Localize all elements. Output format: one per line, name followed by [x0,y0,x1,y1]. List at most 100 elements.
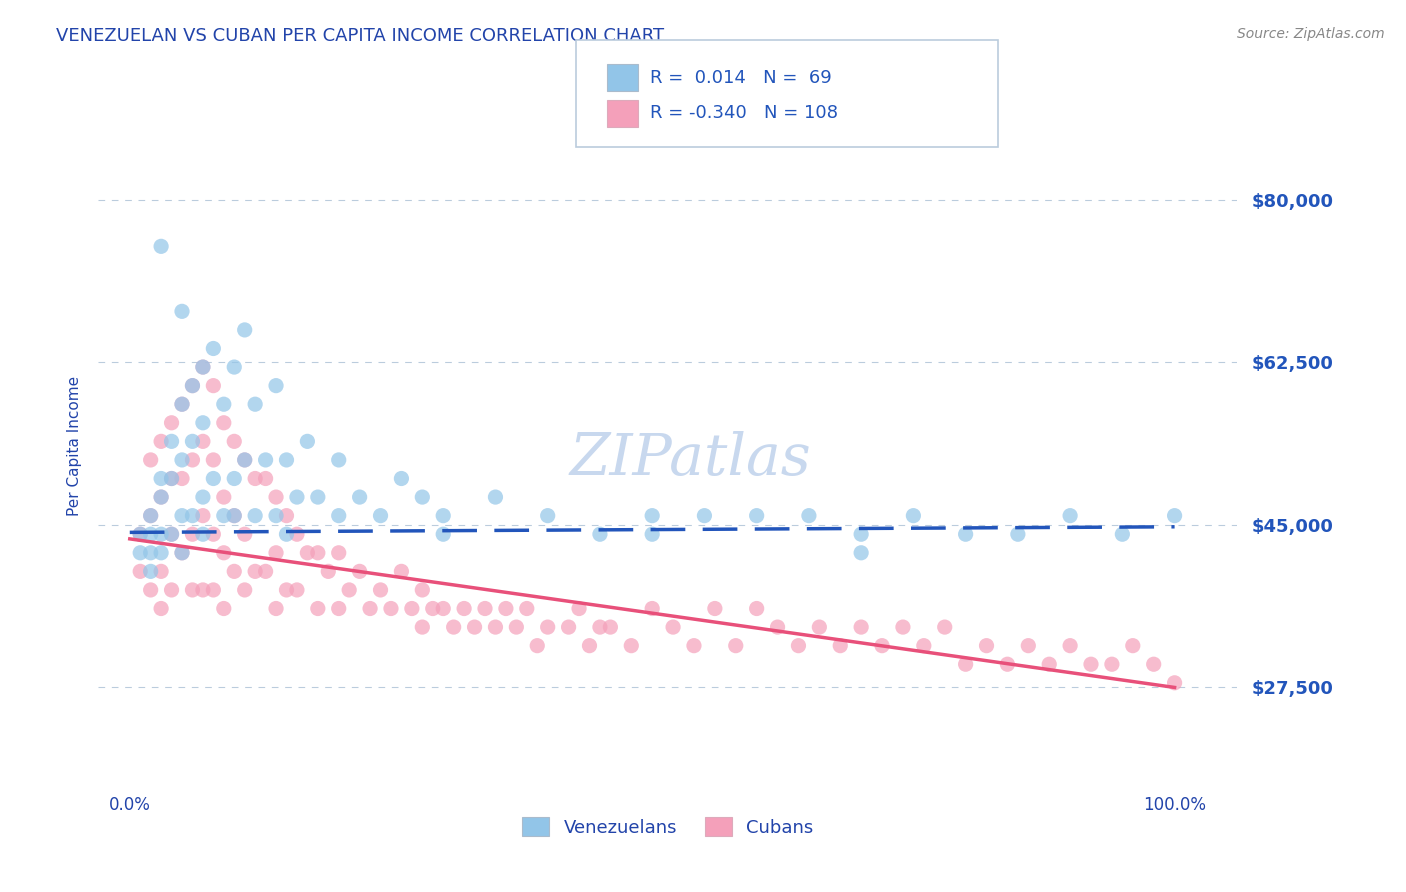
Point [181,527,204,541]
Point [243,471,266,485]
Point [150,471,173,485]
Point [170,546,193,560]
Point [212,397,235,411]
Point [170,546,193,560]
Point [401,601,423,615]
Point [484,490,506,504]
Point [191,360,214,375]
Point [797,508,820,523]
Point [1059,639,1081,653]
Point [328,508,350,523]
Point [453,601,475,615]
Point [202,453,225,467]
Point [150,601,173,615]
Point [160,527,183,541]
Point [285,490,308,504]
Point [349,490,371,504]
Point [139,546,162,560]
Point [224,508,246,523]
Point [683,639,706,653]
Point [233,527,256,541]
Point [766,620,789,634]
Point [662,620,685,634]
Point [139,508,162,523]
Point [328,601,350,615]
Point [181,508,204,523]
Point [537,620,560,634]
Point [370,508,392,523]
Point [254,471,277,485]
Point [370,582,392,597]
Point [297,546,319,560]
Point [129,546,152,560]
Point [243,397,266,411]
Point [150,490,173,504]
Point [432,527,454,541]
Point [391,471,413,485]
Point [212,416,235,430]
Point [443,620,465,634]
Point [150,490,173,504]
Point [411,620,433,634]
Point [254,453,277,467]
Point [474,601,496,615]
Point [934,620,956,634]
Point [391,565,413,579]
Point [1101,657,1123,672]
Point [170,508,193,523]
Point [432,508,454,523]
Point [599,620,621,634]
Point [1017,639,1039,653]
Point [191,582,214,597]
Point [411,490,433,504]
Point [212,601,235,615]
Point [139,453,162,467]
Point [484,620,506,634]
Point [955,527,977,541]
Point [264,378,287,392]
Point [328,546,350,560]
Point [307,601,329,615]
Point [129,527,152,541]
Point [1059,508,1081,523]
Point [160,582,183,597]
Point [578,639,600,653]
Point [307,490,329,504]
Point [181,434,204,449]
Point [380,601,402,615]
Point [337,582,360,597]
Point [243,508,266,523]
Point [422,601,444,615]
Point [243,565,266,579]
Point [202,527,225,541]
Point [170,397,193,411]
Point [285,527,308,541]
Point [349,565,371,579]
Point [150,434,173,449]
Point [693,508,716,523]
Point [264,490,287,504]
Point [849,546,872,560]
Point [557,620,579,634]
Point [170,397,193,411]
Point [505,620,527,634]
Point [160,434,183,449]
Point [849,527,872,541]
Point [516,601,538,615]
Point [870,639,893,653]
Point [150,546,173,560]
Point [224,565,246,579]
Point [202,342,225,356]
Legend: Venezuelans, Cubans: Venezuelans, Cubans [515,809,821,844]
Point [1122,639,1144,653]
Point [411,582,433,597]
Point [181,453,204,467]
Point [160,471,183,485]
Point [139,565,162,579]
Point [568,601,591,615]
Point [316,565,339,579]
Point [264,546,287,560]
Point [976,639,998,653]
Point [191,508,214,523]
Point [191,416,214,430]
